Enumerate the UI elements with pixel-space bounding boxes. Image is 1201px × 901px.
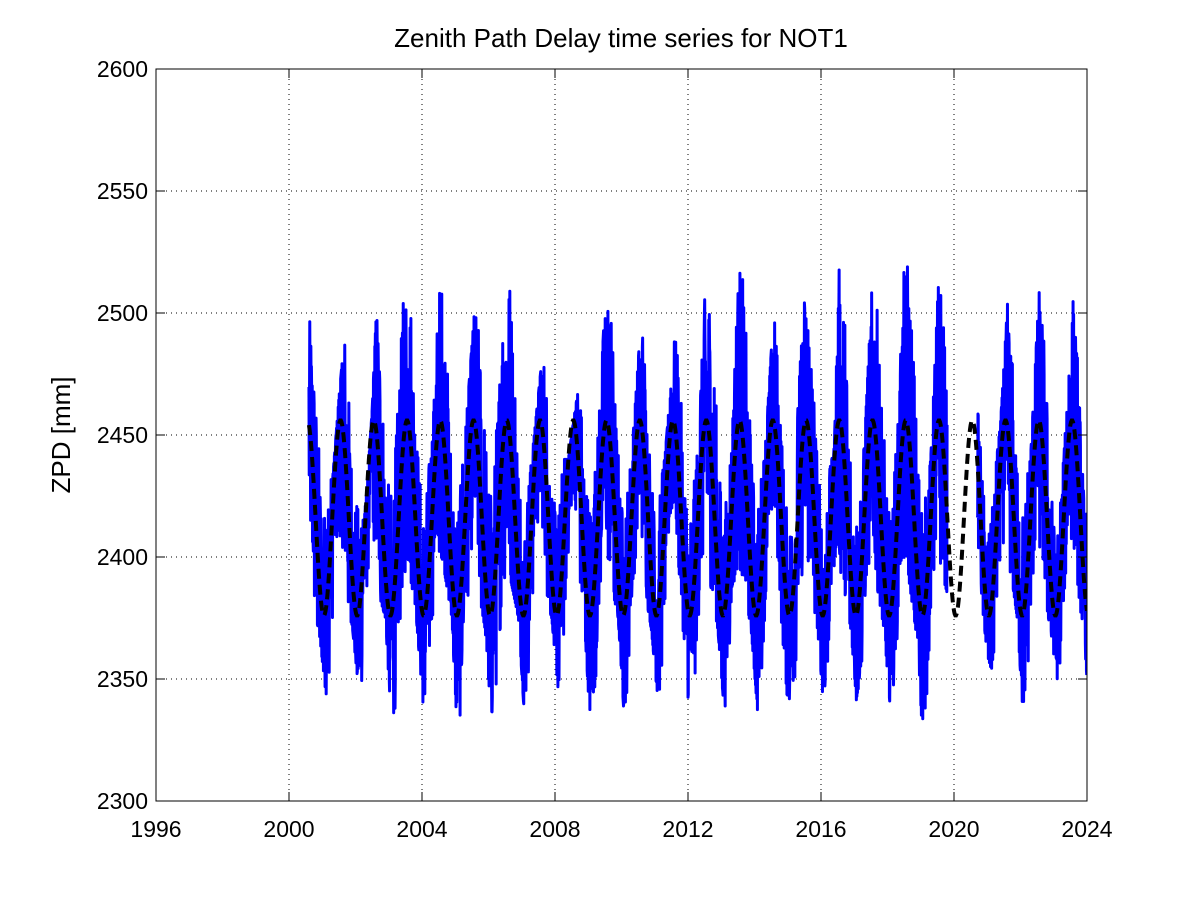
y-axis-label: ZPD [mm] — [46, 377, 76, 494]
y-tick-label: 2300 — [97, 788, 148, 814]
y-tick-label: 2400 — [97, 544, 148, 570]
x-tick-label: 2016 — [795, 816, 846, 842]
x-tick-label: 2000 — [263, 816, 314, 842]
y-tick-label: 2350 — [97, 666, 148, 692]
y-tick-label: 2550 — [97, 178, 148, 204]
observed-series-line — [307, 265, 949, 721]
x-tick-label: 2024 — [1061, 816, 1112, 842]
tick-labels: 1996 2000 2004 2008 2012 2016 2020 2024 2300 2350… — [97, 56, 1113, 842]
x-tick-label: 2008 — [529, 816, 580, 842]
y-tick-label: 2450 — [97, 422, 148, 448]
y-tick-label: 2600 — [97, 56, 148, 82]
y-tick-label: 2500 — [97, 300, 148, 326]
x-tick-label: 2020 — [928, 816, 979, 842]
axes — [155, 68, 1088, 802]
model-series-line — [306, 418, 1087, 618]
x-tick-label: 2004 — [396, 816, 447, 842]
chart-title: Zenith Path Delay time series for NOT1 — [394, 23, 848, 53]
series-layer — [306, 265, 1087, 721]
x-tick-label: 1996 — [130, 816, 181, 842]
x-tick-label: 2012 — [662, 816, 713, 842]
